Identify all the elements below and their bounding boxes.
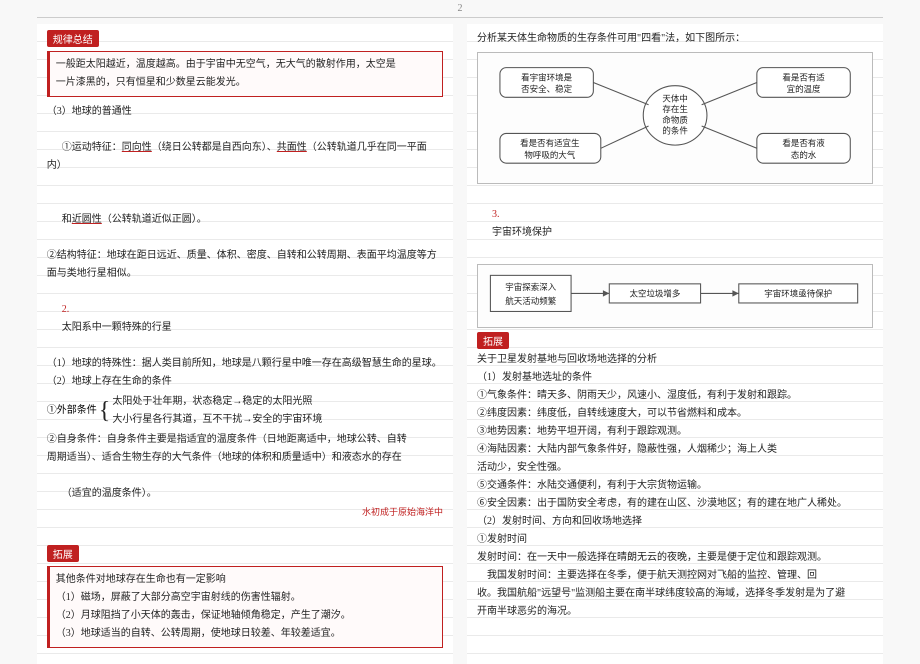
structure-traits-2: 面与类地行星相似。 [47,265,443,283]
tr2: 宜的温度 [787,84,821,94]
txt: （公转轨道近似正圆）。 [102,214,207,225]
motion-traits: ①运动特征：同向性（绕日公转都是自西向东）、共面性（公转轨道几乎在同一平面内） [47,121,443,193]
fb: 太空垃圾增多 [629,288,680,298]
c1: 天体中 [662,94,687,104]
brace-line-a: 太阳处于壮年期，状态稳定→稳定的太阳光照 [112,393,322,411]
t8: ⑤交通条件：水陆交通便利，有利于大宗货物运输。 [477,477,873,495]
c2: 存在生 [662,104,688,114]
h3-text: 宇宙环境保护 [492,227,552,238]
fa2: 航天活动频繁 [505,296,556,306]
t5: ③地势因素：地势平坦开阔，有利于跟踪观测。 [477,423,873,441]
annotation-water: 水初成于原始海洋中 [362,503,443,521]
fc: 宇宙环境亟待保护 [764,288,832,298]
t3: ①气象条件：晴天多、阴雨天少，风速小、湿度低，有利于发射和跟踪。 [477,387,873,405]
kw-coplanar: 共面性 [277,142,307,153]
tag-extend-1: 拓展 [47,545,79,562]
tl1: 看宇宙环境是 [521,72,572,82]
env-flow-diagram: 宇宙探索深入 航天活动频繁 太空垃圾增多 宇宙环境亟待保护 [484,269,866,318]
tr1: 看是否有适 [782,72,825,82]
brace-label: ①外部条件 [47,402,97,420]
motion-traits-2: 和近圆性（公转轨道近似正圆）。 [47,193,443,247]
link-br [702,126,757,148]
bl2: 物呼吸的大气 [524,150,575,160]
heading-env-protect: 3. 宇宙环境保护 [477,188,873,260]
summary-box: 一般距太阳越近，温度越高。由于宇宙中无空气，无大气的散射作用，太空是 一片漆黑的… [47,51,443,97]
txt: （适宜的温度条件）。 [62,488,157,499]
link-tl [593,82,648,104]
left-column: 规律总结 一般距太阳越近，温度越高。由于宇宙中无空气，无大气的散射作用，太空是 … [37,24,453,664]
arrow-2 [732,290,738,296]
t12: 发射时间：在一天中一般选择在晴朗无云的夜晚，主要是便于定位和跟踪观测。 [477,549,873,567]
right-column: 分析某天体生命物质的生存条件可用"四看"法，如下图所示： 天体中 存在生 命物质… [467,24,883,664]
t4: ②纬度因素：纬度低，自转线速度大，可以节省燃料和成本。 [477,405,873,423]
special-1: （1）地球的特殊性：据人类目前所知，地球是八颗行星中唯一存在高级智慧生命的星球。 [47,355,443,373]
num-2: 2. [62,304,70,315]
t9: ⑥安全因素：出于国防安全考虑，有的建在山区、沙漠地区；有的建在地广人稀处。 [477,495,873,513]
c3: 命物质 [662,115,688,125]
num-3: 3. [492,209,500,220]
t14: 收。我国航船"远望号"监测船主要在南半球纬度较高的海域，选择冬季发射是为了避 [477,585,873,603]
c4: 的条件 [662,125,688,135]
t2: （1）发射基地选址的条件 [477,369,873,387]
brace-line-b: 大小行星各行其道，互不干扰→安全的宇宙环境 [112,411,322,429]
extend-box-1: 其他条件对地球存在生命也有一定影响 （1）磁场，屏蔽了大部分高空宇宙射线的伤害性… [47,566,443,648]
summary-line-2: 一片漆黑的，只有恒星和少数星云能发光。 [56,74,436,92]
ext1-2: （2）月球阻挡了小天体的轰击，保证地轴倾角稳定，产生了潮汐。 [56,607,436,625]
kw-near-circle: 近圆性 [72,214,102,225]
brace-symbol: { [99,393,111,429]
ext1-h: 其他条件对地球存在生命也有一定影响 [56,571,436,589]
structure-traits-1: ②结构特征：地球在距日远近、质量、体积、密度、自转和公转周期、表面平均温度等方 [47,247,443,265]
ext1-1: （1）磁场，屏蔽了大部分高空宇宙射线的伤害性辐射。 [56,589,436,607]
special-2: （2）地球上存在生命的条件 [47,373,443,391]
self-cond-3: （适宜的温度条件）。 水初成于原始海洋中 [47,467,443,539]
arrow-1 [603,290,609,296]
txt: 和 [62,214,72,225]
t6: ④海陆因素：大陆内部气象条件好，隐蔽性强，人烟稀少；海上人类 [477,441,873,459]
page-number: 2 [0,3,920,14]
self-cond-2: 周期适当）、适合生物生存的大气条件（地球的体积和质量适中）和液态水的存在 [47,449,443,467]
t1: 关于卫星发射基地与回收场地选择的分析 [477,351,873,369]
flow-box: 宇宙探索深入 航天活动频繁 太空垃圾增多 宇宙环境亟待保护 [477,264,873,328]
link-tr [702,82,757,104]
br1: 看是否有液 [782,138,825,148]
br2: 态的水 [791,150,817,160]
four-look-diagram: 天体中 存在生 命物质 的条件 看宇宙环境是 否安全、稳定 看是否有适 宜的温度… [484,57,866,174]
ext1-3: （3）地球适当的自转、公转周期，使地球日较差、年较差适宜。 [56,625,436,643]
brace-body: 太阳处于壮年期，状态稳定→稳定的太阳光照 大小行星各行其道，互不干扰→安全的宇宙… [112,393,322,429]
tag-rule-summary: 规律总结 [47,30,99,47]
bl1: 看是否有适宜生 [520,138,580,148]
heading-special-planet: 2. 太阳系中一颗特殊的行星 [47,283,443,355]
t7: 活动少，安全性强。 [477,459,873,477]
kw-same-dir: 同向性 [122,142,152,153]
summary-line-1: 一般距太阳越近，温度越高。由于宇宙中无空气，无大气的散射作用，太空是 [56,56,436,74]
external-conditions-brace: ①外部条件 { 太阳处于壮年期，状态稳定→稳定的太阳光照 大小行星各行其道，互不… [47,393,443,429]
two-column-sheet: 规律总结 一般距太阳越近，温度越高。由于宇宙中无空气，无大气的散射作用，太空是 … [37,24,883,664]
four-look-diagram-box: 天体中 存在生 命物质 的条件 看宇宙环境是 否安全、稳定 看是否有适 宜的温度… [477,52,873,184]
top-rule [37,17,883,18]
t15: 开南半球恶劣的海况。 [477,603,873,621]
txt: ①运动特征： [62,142,122,153]
h2-text: 太阳系中一颗特殊的行星 [62,322,172,333]
t11: ①发射时间 [477,531,873,549]
tag-extend-2: 拓展 [477,332,509,349]
four-look-intro: 分析某天体生命物质的生存条件可用"四看"法，如下图所示： [477,30,873,48]
txt: （绕日公转都是自西向东）、 [152,142,277,153]
t10: （2）发射时间、方向和回收场地选择 [477,513,873,531]
self-cond-1: ②自身条件：自身条件主要是指适宜的温度条件（日地距离适中，地球公转、自转 [47,431,443,449]
fa1: 宇宙探索深入 [505,282,556,292]
tl2: 否安全、稳定 [521,84,572,94]
heading-ordinary: （3）地球的普通性 [47,103,443,121]
t13: 我国发射时间：主要选择在冬季，便于航天测控网对飞船的监控、管理、回 [477,567,873,585]
link-bl [601,126,649,148]
